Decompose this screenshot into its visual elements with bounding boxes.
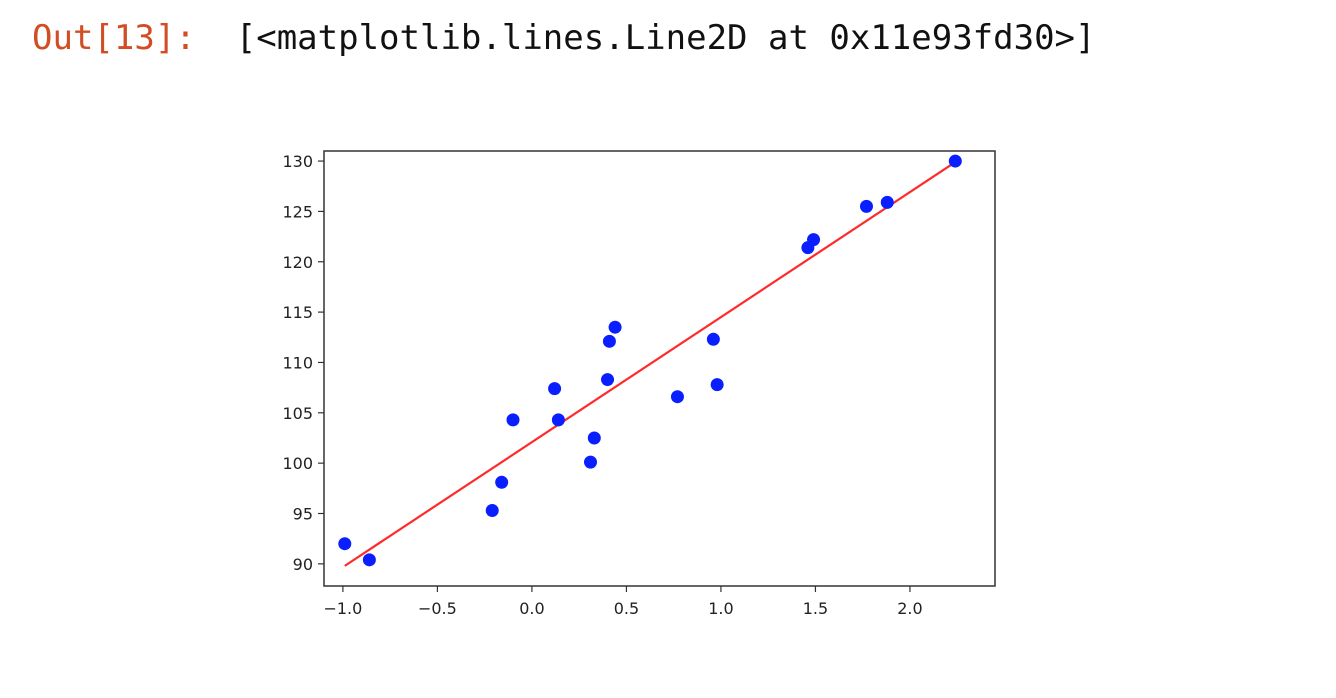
y-tick-label: 110: [282, 353, 313, 372]
y-tick-label: 120: [282, 253, 313, 272]
data-point: [495, 475, 509, 489]
data-point: [485, 503, 499, 517]
y-tick-label: 100: [282, 454, 313, 473]
data-point: [807, 233, 821, 247]
y-axis: 90 95 100 105 110 115 120 125 130: [282, 152, 324, 574]
data-point: [859, 199, 873, 213]
data-point: [587, 431, 601, 445]
y-tick-label: 125: [282, 202, 313, 221]
x-tick-label: 0.0: [519, 599, 544, 618]
data-point: [506, 413, 520, 427]
data-point: [880, 195, 894, 209]
x-tick-label: 0.5: [614, 599, 639, 618]
data-points-layer: [338, 154, 962, 567]
data-point: [548, 382, 562, 396]
x-tick-label: −0.5: [418, 599, 457, 618]
y-tick-label: 95: [293, 505, 313, 524]
y-tick-label: 115: [282, 303, 313, 322]
regression-line-layer: [344, 161, 956, 567]
output-prompt: Out[13]:: [32, 18, 196, 58]
regression-line: [344, 161, 956, 567]
x-tick-label: 2.0: [897, 599, 922, 618]
x-axis: −1.0 −0.5 0.0 0.5 1.0 1.5 2.0: [323, 586, 923, 618]
y-tick-label: 90: [293, 555, 313, 574]
x-tick-label: −1.0: [323, 599, 362, 618]
data-point: [362, 553, 376, 567]
data-point: [602, 334, 616, 348]
y-tick-label: 105: [282, 404, 313, 423]
output-text: [<matplotlib.lines.Line2D at 0x11e93fd30…: [235, 18, 1096, 58]
data-point: [670, 390, 684, 404]
data-point: [338, 537, 352, 551]
y-tick-label: 130: [282, 152, 313, 171]
data-point: [948, 154, 962, 168]
output-line: Out[13]: [<matplotlib.lines.Line2D at 0x1…: [32, 18, 1096, 58]
plot-frame: [323, 150, 996, 587]
x-tick-label: 1.5: [803, 599, 828, 618]
data-point: [584, 455, 598, 469]
data-point: [551, 413, 565, 427]
x-tick-label: 1.0: [708, 599, 733, 618]
data-point: [706, 332, 720, 346]
data-point: [601, 373, 615, 387]
data-point: [608, 320, 622, 334]
data-point: [710, 378, 724, 392]
